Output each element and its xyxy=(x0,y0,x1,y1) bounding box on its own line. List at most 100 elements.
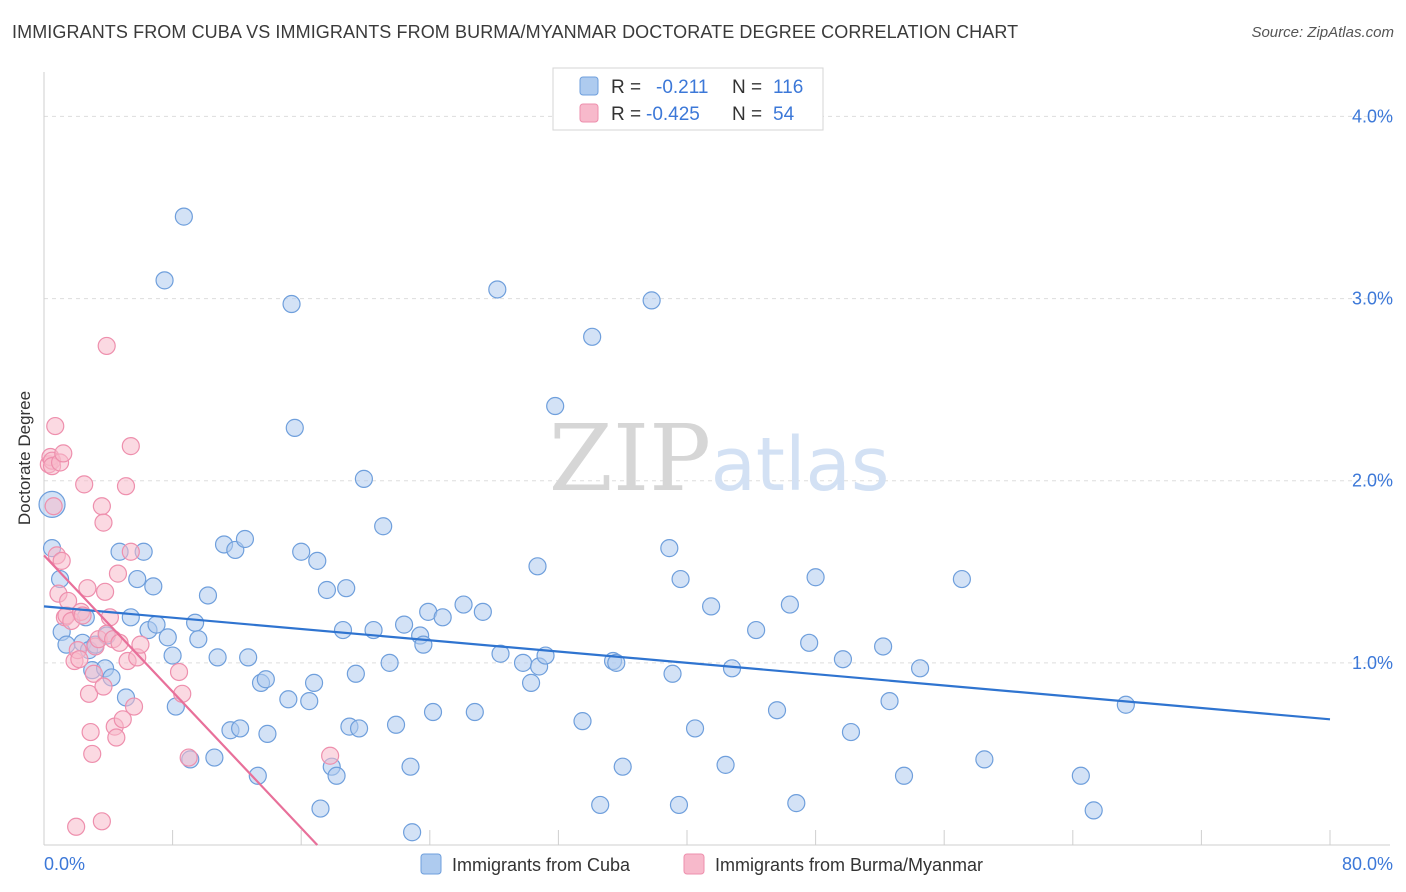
cuba-point xyxy=(285,418,304,437)
burma-point xyxy=(70,650,89,669)
y-tick-label: 2.0% xyxy=(1352,471,1393,491)
burma-point xyxy=(108,564,128,583)
burma-point xyxy=(131,635,150,654)
cuba-point xyxy=(806,568,825,587)
cuba-point xyxy=(546,396,565,416)
cuba-point xyxy=(380,653,399,672)
cuba-point xyxy=(800,633,819,652)
cuba-point xyxy=(671,569,690,589)
legend-cuba-n-label: N = xyxy=(732,77,762,98)
y-tick-label: 1.0% xyxy=(1352,653,1393,673)
y-tick-label: 3.0% xyxy=(1352,289,1393,309)
cuba-point xyxy=(702,597,721,616)
burma-point xyxy=(75,475,94,494)
cuba-point xyxy=(528,557,547,576)
cuba-point xyxy=(716,755,735,774)
cuba-point xyxy=(333,620,353,640)
series-swatch-burma xyxy=(683,853,705,875)
cuba-point xyxy=(256,670,275,689)
x-tick-label-max: 80.0% xyxy=(1342,854,1393,874)
burma-point xyxy=(121,542,140,561)
cuba-point xyxy=(174,207,193,226)
burma-point xyxy=(54,444,73,463)
y-tick-labels: 1.0% 2.0% 3.0% 4.0% xyxy=(1352,106,1393,672)
cuba-point xyxy=(1071,766,1090,785)
cuba-point xyxy=(121,608,140,627)
burma-point xyxy=(121,437,140,456)
legend-cuba-r-label: R = xyxy=(611,77,641,98)
burma-point xyxy=(46,416,65,436)
cuba-point xyxy=(374,517,393,536)
cuba-point xyxy=(346,664,365,683)
cuba-point xyxy=(231,719,250,738)
cuba-point xyxy=(880,692,899,711)
x-tick-label-min: 0.0% xyxy=(44,854,85,874)
burma-points xyxy=(39,336,340,836)
legend-burma-n-value: 54 xyxy=(773,104,795,125)
cuba-point xyxy=(198,586,218,605)
burma-point xyxy=(94,677,113,696)
cuba-point xyxy=(423,702,443,722)
cuba-point xyxy=(163,646,182,665)
grid-lines xyxy=(44,115,1390,664)
cuba-point xyxy=(282,294,301,314)
legend-cuba-n-value: 116 xyxy=(773,77,803,98)
legend-cuba-r-value: -0.211 xyxy=(656,77,708,98)
cuba-point xyxy=(491,644,510,663)
series-swatch-cuba xyxy=(420,853,442,875)
cuba-point xyxy=(433,608,452,627)
cuba-point xyxy=(155,271,174,290)
cuba-point xyxy=(208,648,227,667)
cuba-point xyxy=(239,648,258,667)
cuba-point xyxy=(1084,801,1103,820)
cuba-point xyxy=(317,580,337,600)
cuba-point xyxy=(975,750,994,769)
burma-point xyxy=(92,497,111,516)
cuba-point xyxy=(235,529,255,549)
burma-point xyxy=(52,551,71,570)
source-credit: Source: ZipAtlas.com xyxy=(1251,24,1394,41)
burma-point xyxy=(81,722,100,742)
cuba-point xyxy=(403,823,422,842)
x-ticks xyxy=(172,830,1331,845)
cuba-point xyxy=(304,673,324,692)
cuba-point xyxy=(660,539,679,558)
cuba-point xyxy=(573,712,592,731)
zipatlas-watermark: ZIP atlas xyxy=(549,405,890,512)
cuba-point xyxy=(454,595,473,614)
burma-point xyxy=(94,513,113,532)
trend-lines xyxy=(43,554,1331,846)
cuba-points xyxy=(38,207,1135,842)
cuba-point xyxy=(401,757,420,776)
cuba-point xyxy=(158,628,177,647)
legend-burma-r-value: -0.425 xyxy=(646,104,700,125)
burma-point xyxy=(169,662,189,682)
cuba-point xyxy=(488,280,507,299)
series-legend: Immigrants from Cuba Immigrants from Bur… xyxy=(420,853,983,875)
cuba-point xyxy=(910,659,930,678)
burma-point xyxy=(84,664,103,683)
cuba-point xyxy=(311,799,330,818)
cuba-point xyxy=(128,569,147,589)
cuba-point xyxy=(613,757,632,776)
cuba-point xyxy=(337,579,356,598)
burma-point xyxy=(67,817,86,836)
cuba-point xyxy=(205,748,224,767)
burma-point xyxy=(173,684,192,703)
cuba-point xyxy=(308,551,327,570)
cuba-trend-line xyxy=(43,605,1331,721)
cuba-point xyxy=(685,719,705,738)
cuba-point xyxy=(663,664,682,683)
burma-trend-line xyxy=(43,554,319,846)
cuba-point xyxy=(787,794,806,813)
cuba-point xyxy=(349,719,369,738)
burma-point xyxy=(78,579,97,598)
cuba-point xyxy=(186,613,205,632)
watermark-atlas: atlas xyxy=(711,422,890,508)
y-tick-label: 4.0% xyxy=(1352,106,1393,126)
cuba-point xyxy=(473,602,492,621)
cuba-point xyxy=(669,795,689,815)
cuba-point xyxy=(841,722,861,742)
cuba-point xyxy=(780,595,799,614)
cuba-point xyxy=(327,766,346,785)
